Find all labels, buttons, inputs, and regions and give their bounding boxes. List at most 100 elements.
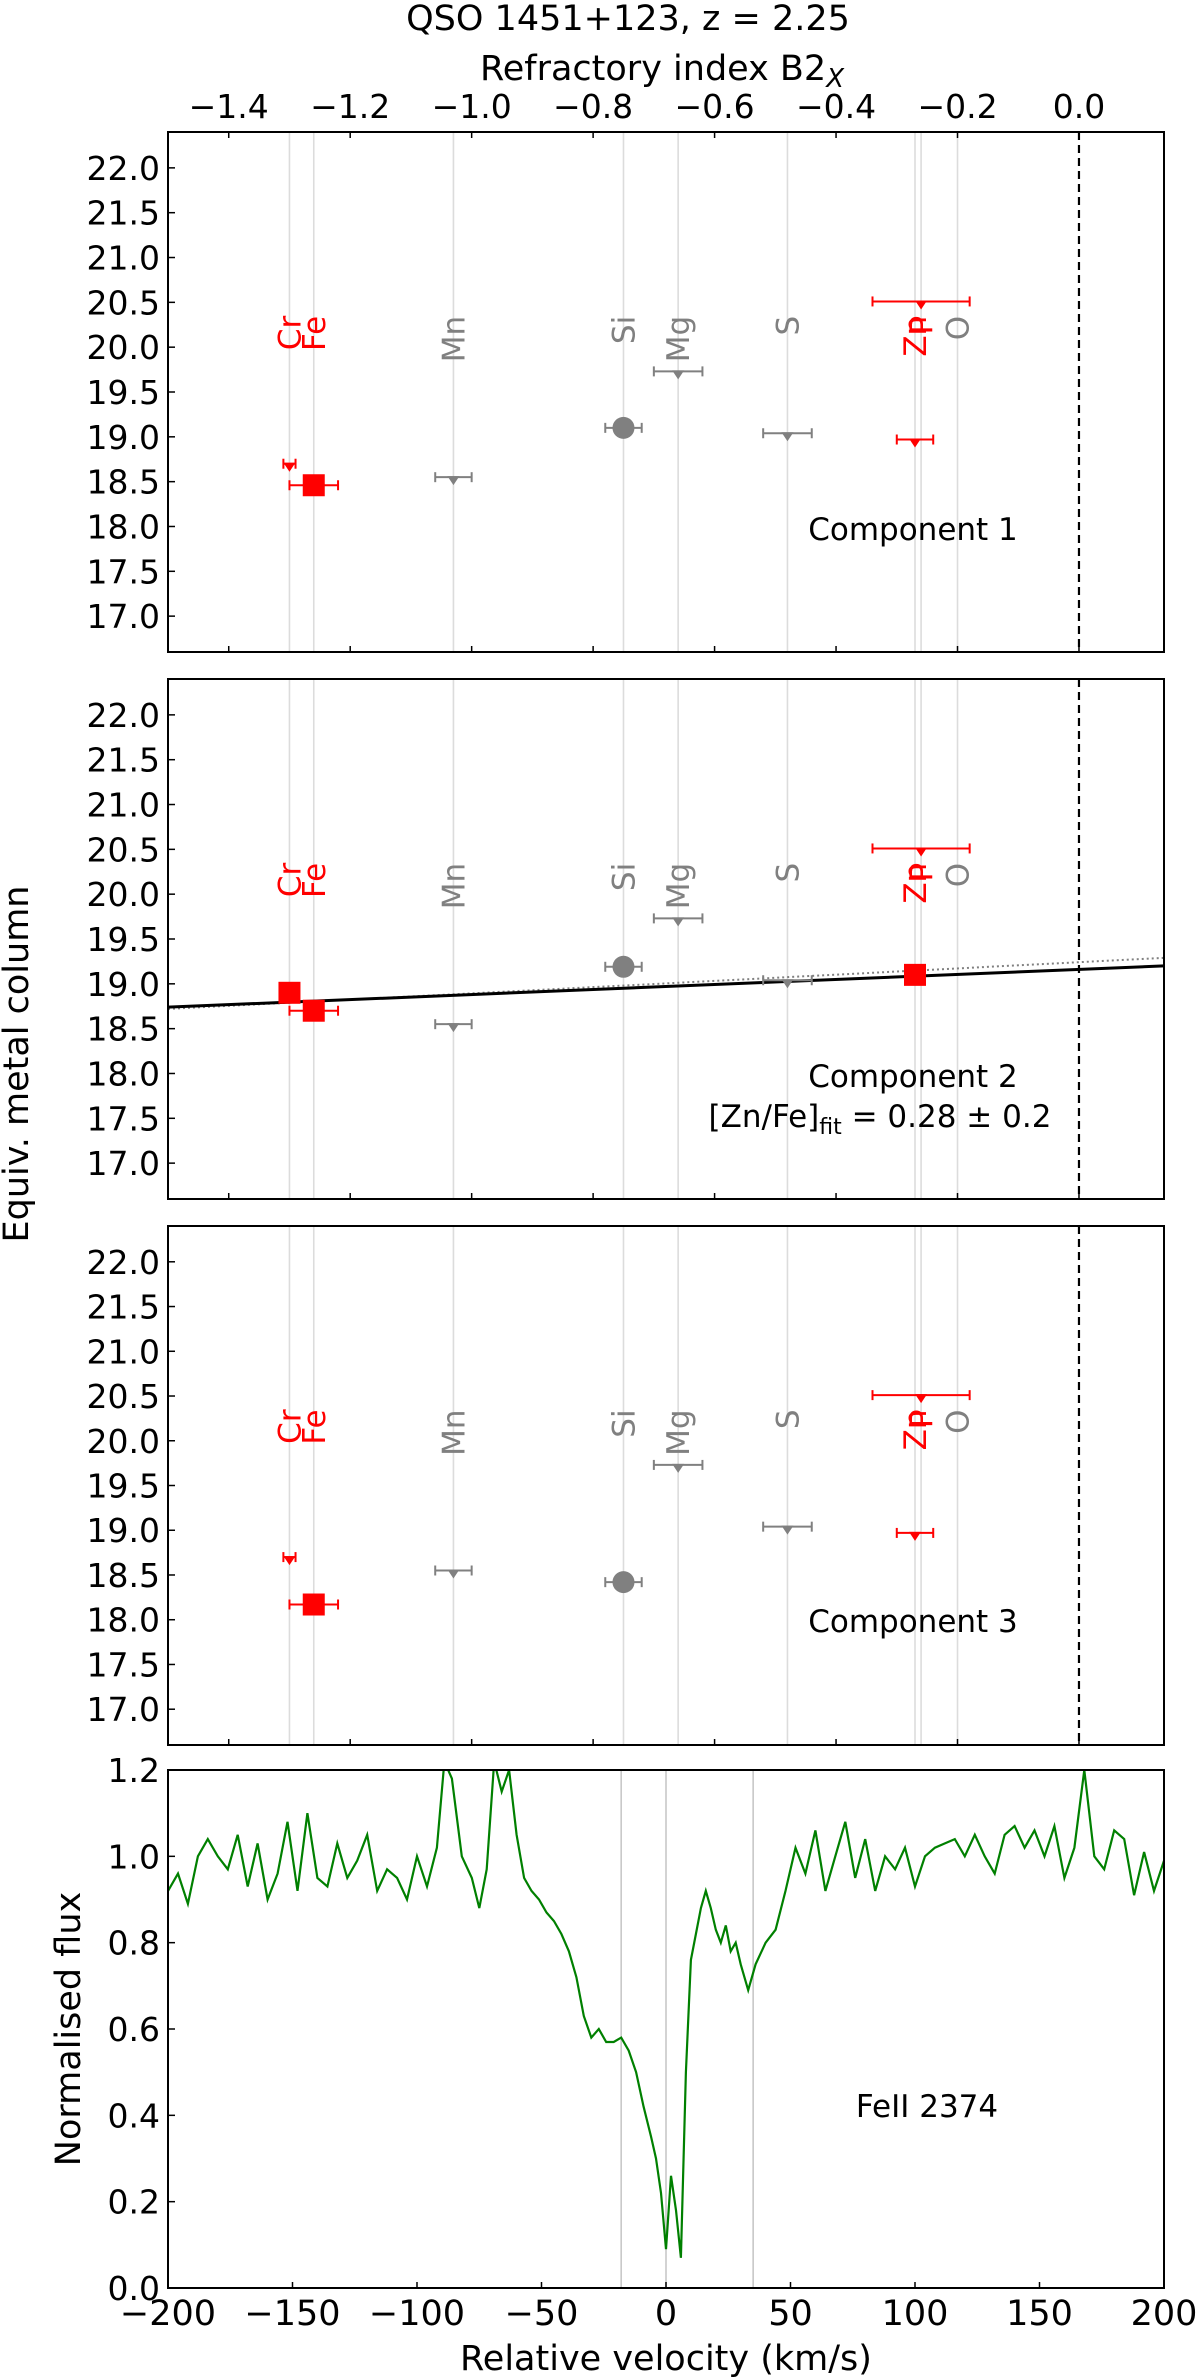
x-tick-label: 100 [882,2294,949,2334]
data-point-fe [302,999,325,1022]
data-point-zn [909,1531,921,1541]
element-label-si: Si [606,1409,642,1437]
element-label-zn: Zn [898,316,934,357]
flux-series-line [168,1770,1164,2258]
y-tick-label: 17.0 [87,1690,160,1729]
y-axis-label-shared: Equiv. metal column [0,886,37,1243]
data-point-zn [909,438,921,448]
y-tick-label: 21.5 [87,741,160,780]
element-label-s: S [770,316,806,336]
top-x-tick-label: −1.4 [189,87,269,126]
x-axis-label: Relative velocity (km/s) [460,2339,872,2379]
y-tick-label: 21.0 [87,1332,160,1371]
element-label-cr: Cr [272,1409,308,1444]
panel-label: FeII 2374 [856,2089,998,2125]
element-label-p: P [904,863,940,882]
y-tick-label: 17.5 [87,1099,160,1138]
top-axis-label-subscript: X [824,64,845,94]
y-tick-label: 17.0 [87,1144,160,1183]
element-label-o: O [941,316,977,340]
y-tick-label: 22.0 [87,149,160,188]
data-point-p [915,300,928,310]
element-label-zn: Zn [898,1409,934,1450]
y-tick-label: 0.0 [108,2269,160,2308]
y-tick-label: 17.5 [87,552,160,591]
element-label-cr: Cr [272,863,308,898]
data-point-fe [302,474,325,497]
top-x-tick-label: −0.4 [796,87,876,126]
top-x-tick-label: 0.0 [1053,87,1105,126]
element-label-si: Si [606,863,642,891]
y-tick-label: 19.5 [87,373,160,412]
y-tick-label: 18.5 [87,463,160,502]
y-tick-label: 19.0 [87,1511,160,1550]
panel-label: Component 3 [808,1604,1018,1640]
top-axis-label: Refractory index B2X [480,49,845,94]
y-tick-label: 1.0 [108,1837,160,1876]
y-tick-label: 21.0 [87,239,160,278]
x-tick-label: 0 [655,2294,677,2334]
top-x-tick-label: −0.8 [553,87,633,126]
y-tick-label: 22.0 [87,1243,160,1282]
y-tick-label: 21.5 [87,194,160,233]
data-point-mg [672,1463,685,1473]
y-tick-label: 1.2 [108,1751,160,1790]
top-x-tick-label: −0.6 [675,87,755,126]
element-label-cr: Cr [272,316,308,351]
element-label-mg: Mg [661,1409,697,1455]
y-tick-label: 18.5 [87,1556,160,1595]
data-point-zn [904,963,926,986]
element-label-mn: Mn [436,316,472,362]
y-tick-label: 18.0 [87,1601,160,1640]
data-point-cr [283,1556,296,1566]
data-point-mg [672,370,685,380]
x-tick-label: −200 [120,2294,216,2334]
y-tick-label: 20.0 [87,1422,160,1461]
data-point-mn [447,1023,460,1033]
top-x-tick-label: −1.0 [432,87,512,126]
y-tick-label: 18.0 [87,507,160,546]
y-tick-label: 17.5 [87,1645,160,1684]
top-axis-label-main: Refractory index B2 [480,49,826,89]
element-label-si: Si [606,316,642,344]
data-point-mn [447,476,460,486]
y-tick-label: 19.5 [87,920,160,959]
x-tick-label: 150 [1006,2294,1073,2334]
y-tick-label: 18.0 [87,1054,160,1093]
y-tick-label: 20.0 [87,875,160,914]
y-tick-label: 17.0 [87,597,160,636]
top-x-tick-label: −0.2 [917,87,997,126]
data-point-p [915,1394,928,1404]
y-tick-label: 0.6 [108,2010,160,2049]
data-point-fe [302,1593,325,1616]
element-label-fe: Fe [297,863,333,898]
data-point-si [612,416,635,439]
data-point-cr [283,462,296,472]
x-tick-label: 200 [1131,2294,1198,2334]
y-tick-label: 21.5 [87,1288,160,1327]
element-label-p: P [904,1409,940,1428]
data-point-mg [672,917,685,927]
fit-result-label: [Zn/Fe]fit = 0.28 ± 0.2 [709,1099,1052,1140]
panel-label: Component 2 [808,1059,1018,1095]
y-tick-label: 22.0 [87,696,160,735]
element-label-s: S [770,863,806,883]
y-tick-label: 20.0 [87,328,160,367]
y-tick-label: 20.5 [87,830,160,869]
element-label-mn: Mn [436,863,472,909]
y-tick-label: 19.0 [87,418,160,457]
data-point-p [915,847,928,857]
element-label-mg: Mg [661,316,697,362]
element-label-mn: Mn [436,1409,472,1455]
y-tick-label: 0.2 [108,2183,160,2222]
y-tick-label: 19.5 [87,1467,160,1506]
y-tick-label: 20.5 [87,1377,160,1416]
panel-label: Component 1 [808,512,1018,548]
y-axis-label-flux: Normalised flux [49,1892,89,2166]
y-tick-label: 0.8 [108,1924,160,1963]
figure-title: QSO 1451+123, z = 2.25 [406,0,850,39]
y-tick-label: 21.0 [87,786,160,825]
